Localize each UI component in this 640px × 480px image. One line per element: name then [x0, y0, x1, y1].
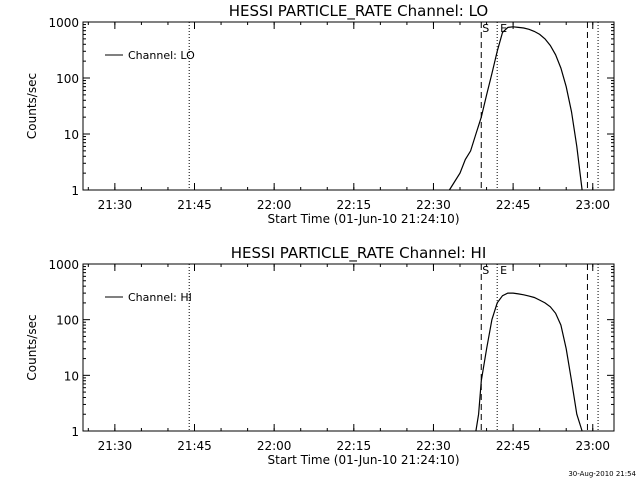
- y-tick-label: 10: [64, 128, 79, 142]
- x-tick-label: 22:30: [416, 439, 451, 453]
- chart-title: HESSI PARTICLE_RATE Channel: HI: [231, 244, 487, 263]
- x-tick-label: 22:30: [416, 198, 451, 212]
- x-tick-label: 22:45: [496, 439, 531, 453]
- legend-label: Channel: LO: [128, 49, 195, 62]
- x-tick-label: 23:00: [575, 198, 610, 212]
- x-tick-label: 21:45: [177, 439, 212, 453]
- chart-panel-1: HESSI PARTICLE_RATE Channel: LO 1 10 100 100…: [25, 2, 615, 226]
- chart-panel-2: HESSI PARTICLE_RATE Channel: HI 1 10 100 100…: [25, 244, 615, 467]
- x-tick-label: 22:45: [496, 198, 531, 212]
- event-marker-label: E: [500, 22, 507, 35]
- x-tick-label: 22:00: [257, 439, 292, 453]
- series-line: [475, 292, 583, 432]
- plot-timestamp: 30-Aug-2010 21:54: [568, 470, 636, 478]
- legend-label: Channel: HI: [128, 291, 192, 304]
- event-marker-label: S: [482, 22, 489, 35]
- x-tick-label: 22:15: [337, 439, 372, 453]
- x-axis-label: Start Time (01-Jun-10 21:24:10): [268, 453, 460, 467]
- series-line: [448, 26, 583, 191]
- y-tick-label: 1: [71, 184, 79, 198]
- x-tick-label: 21:30: [98, 198, 133, 212]
- x-tick-label: 22:15: [337, 198, 372, 212]
- plot-frame: [82, 263, 615, 432]
- y-tick-label: 10: [64, 369, 79, 383]
- x-tick-label: 21:45: [177, 198, 212, 212]
- y-axis-label: Counts/sec: [25, 73, 39, 139]
- y-axis-label: Counts/sec: [25, 314, 39, 380]
- y-tick-label: 100: [56, 314, 79, 328]
- y-tick-label: 1000: [48, 16, 79, 30]
- x-tick-label: 22:00: [257, 198, 292, 212]
- x-tick-label: 21:30: [98, 439, 133, 453]
- y-tick-label: 1000: [48, 258, 79, 272]
- event-marker-label: E: [500, 264, 507, 277]
- plot-frame: [82, 21, 615, 191]
- chart-title: HESSI PARTICLE_RATE Channel: LO: [229, 2, 488, 21]
- x-axis-label: Start Time (01-Jun-10 21:24:10): [268, 212, 460, 226]
- x-tick-label: 23:00: [575, 439, 610, 453]
- event-marker-label: S: [482, 264, 489, 277]
- y-tick-label: 100: [56, 72, 79, 86]
- y-tick-label: 1: [71, 425, 79, 439]
